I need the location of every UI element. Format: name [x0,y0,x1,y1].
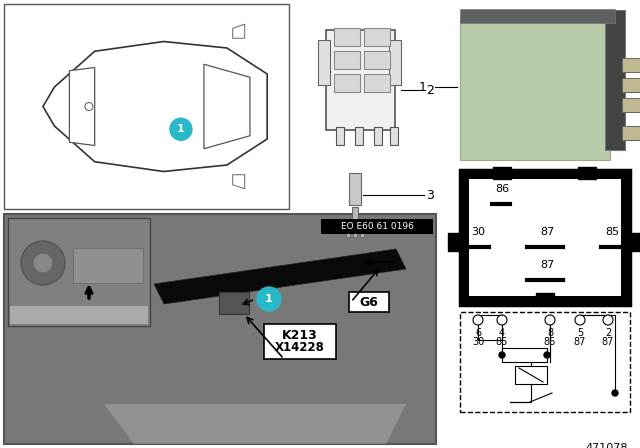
Text: 85: 85 [605,227,619,237]
Circle shape [497,315,507,325]
Text: 1: 1 [177,124,185,134]
Circle shape [499,352,505,358]
Text: 85: 85 [496,337,508,347]
Bar [349,292,389,312]
Text: X14228: X14228 [275,341,325,354]
Text: G6: G6 [360,296,378,309]
Polygon shape [69,68,95,146]
Text: EO E60 61 0196: EO E60 61 0196 [340,222,413,231]
Text: 2: 2 [426,83,434,96]
Circle shape [257,287,281,311]
Text: 87: 87 [574,337,586,347]
Bar [8,218,150,326]
Bar [355,127,363,145]
Bar [622,126,640,140]
Bar [448,233,460,251]
Circle shape [545,315,555,325]
Circle shape [544,352,550,358]
Bar [460,170,630,305]
Bar [336,127,344,145]
Bar [515,366,547,384]
Text: 471078: 471078 [586,443,628,448]
Bar [605,10,625,150]
Text: 87: 87 [540,260,554,270]
Bar [349,173,361,205]
Bar [622,58,640,72]
Bar [374,127,382,145]
Text: 86: 86 [544,337,556,347]
Bar [353,227,357,237]
Bar [578,167,596,179]
Circle shape [575,315,585,325]
Text: K213: K213 [282,329,318,342]
Polygon shape [154,249,406,304]
Bar [334,51,360,69]
Bar [493,167,511,179]
Text: 86: 86 [495,184,509,194]
Circle shape [21,241,65,285]
Text: 3: 3 [426,189,434,202]
Circle shape [33,253,53,273]
Bar [318,40,330,85]
Bar [364,74,390,92]
Bar [73,248,143,283]
Bar [469,179,621,296]
Text: 6: 6 [475,328,481,338]
Text: 4: 4 [499,328,505,338]
Bar [364,28,390,46]
Bar [460,312,630,412]
Bar [460,9,615,23]
Bar [4,4,289,209]
Bar [4,214,436,444]
Text: 5: 5 [577,328,583,338]
Text: 87: 87 [602,337,614,347]
Polygon shape [43,42,268,172]
Text: 1: 1 [419,81,427,94]
Bar [326,30,395,130]
Bar [334,74,360,92]
Bar [460,15,610,160]
Bar [360,227,364,237]
Polygon shape [233,24,244,38]
Polygon shape [104,404,406,444]
Polygon shape [233,175,244,189]
Text: 1: 1 [265,294,273,304]
Bar [334,28,360,46]
Circle shape [170,118,192,140]
Circle shape [612,390,618,396]
Circle shape [85,103,93,111]
Bar [536,293,554,305]
Bar [346,227,350,237]
Bar [502,348,547,362]
Circle shape [603,315,613,325]
Text: 30: 30 [472,337,484,347]
Bar [622,78,640,92]
Text: 2: 2 [605,328,611,338]
Bar [219,292,249,314]
Bar [10,306,148,324]
Circle shape [473,315,483,325]
Polygon shape [204,64,250,149]
Bar [622,98,640,112]
Text: 30: 30 [471,227,485,237]
Text: 8: 8 [547,328,553,338]
Text: 87: 87 [540,227,554,237]
Bar [364,51,390,69]
Bar [352,207,358,225]
Bar [389,40,401,85]
Bar [390,127,398,145]
Bar [321,219,433,234]
Bar [264,324,336,359]
Bar [630,233,640,251]
